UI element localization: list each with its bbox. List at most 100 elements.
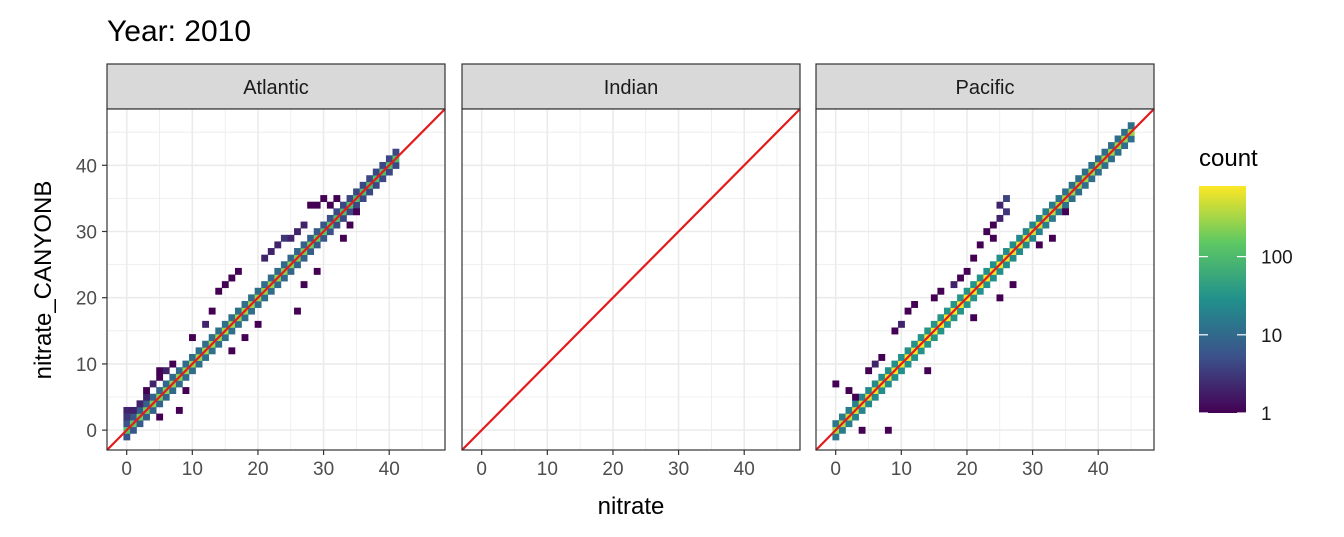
bin-cell <box>333 221 341 229</box>
bin-cell <box>996 254 1004 262</box>
bin-cell <box>1114 135 1122 143</box>
bin-cell <box>175 406 183 414</box>
bin-cell <box>930 320 938 328</box>
bin-cell <box>182 373 190 381</box>
bin-cell <box>353 188 360 196</box>
bin-cell <box>858 426 866 434</box>
bin-cell <box>254 287 262 295</box>
y-tick-label: 10 <box>76 355 97 376</box>
bin-cell <box>333 208 341 216</box>
bin-cell <box>208 347 216 355</box>
bin-cell <box>326 228 334 236</box>
bin-cell <box>287 234 295 242</box>
bin-cell <box>215 287 223 295</box>
x-tick-label: 10 <box>537 459 558 480</box>
bin-cell <box>917 334 925 342</box>
bin-cell <box>1081 168 1089 176</box>
x-tick-label: 40 <box>379 459 400 480</box>
facet-panels: Atlantic 0 10 20 30 40 Indian 0 10 20 30 40 Pacific 0… <box>106 63 1155 480</box>
bin-cell <box>379 175 387 183</box>
bin-cell <box>294 248 301 255</box>
bin-cell <box>904 307 912 315</box>
bin-cell <box>189 367 196 375</box>
bin-cell <box>976 241 984 249</box>
bin-cell <box>156 400 164 408</box>
bin-cell <box>300 281 308 289</box>
bin-cell <box>1068 195 1076 202</box>
bin-cell <box>976 287 984 295</box>
x-axis-indian: 0 10 20 30 40 <box>476 450 755 480</box>
bin-cell <box>957 294 964 302</box>
y-tick-label: 40 <box>76 156 97 177</box>
bin-cell <box>996 267 1004 275</box>
bin-cell <box>149 393 157 401</box>
bin-cell <box>1062 188 1069 196</box>
bin-cell <box>950 281 958 289</box>
bin-cell <box>169 387 177 395</box>
bin-cell <box>891 360 899 368</box>
bin-cell <box>274 281 282 289</box>
bin-cell <box>898 320 905 328</box>
bin-cell <box>136 400 144 408</box>
bin-cell <box>904 360 912 368</box>
y-tick-label: 20 <box>76 289 97 310</box>
bin-cell <box>937 327 945 335</box>
bin-cell <box>162 367 170 375</box>
bin-cell <box>313 241 321 249</box>
bin-cell <box>162 393 170 401</box>
bin-cell <box>189 353 196 361</box>
bin-cell <box>832 433 840 441</box>
bin-cell <box>156 367 164 375</box>
bin-cell <box>228 327 236 335</box>
bin-cell <box>241 314 249 322</box>
facet-panel-indian: Indian 0 10 20 30 40 <box>461 63 801 480</box>
bin-cell <box>346 221 354 229</box>
bin-cell <box>996 294 1004 302</box>
bin-cell <box>1055 208 1063 216</box>
bin-cell <box>307 201 315 209</box>
bin-cell <box>878 387 886 395</box>
bin-cell <box>963 301 971 308</box>
bin-cell <box>1062 201 1069 209</box>
bin-cell <box>970 281 978 289</box>
bin-cell <box>385 155 393 163</box>
bin-cell <box>924 327 932 335</box>
bin-cell <box>221 334 229 342</box>
bin-cell <box>884 380 892 388</box>
bin-cell <box>1108 142 1115 150</box>
bin-cell <box>313 201 321 209</box>
bin-cell <box>353 208 360 216</box>
bin-cell <box>326 201 334 209</box>
bin-cell <box>838 413 846 421</box>
bin-cell <box>858 406 866 414</box>
y-axis-title: nitrate_CANYONB <box>30 181 57 380</box>
facet-label-atlantic: Atlantic <box>243 77 309 99</box>
bin-cell <box>943 320 951 328</box>
bin-cell <box>878 373 886 381</box>
bin-cell <box>970 254 978 262</box>
x-tick-label: 20 <box>956 459 977 480</box>
x-axis-title: nitrate <box>598 493 665 520</box>
bin-cell <box>1003 248 1010 255</box>
bin-cell <box>950 301 958 308</box>
bin-cell <box>957 274 964 282</box>
bin-cell <box>1075 188 1083 196</box>
bin-cell <box>274 241 282 249</box>
bin-cell <box>320 195 328 202</box>
bin-cell <box>976 274 984 282</box>
bin-cell <box>228 347 236 355</box>
bin-cell <box>898 353 905 361</box>
bin-cell <box>136 406 144 414</box>
bin-cell <box>313 267 321 275</box>
bin-cell <box>123 413 131 421</box>
bin-cell <box>359 195 367 202</box>
bin-cell <box>904 347 912 355</box>
bin-cell <box>884 367 892 375</box>
bin-cell <box>983 228 991 236</box>
bin-cell <box>274 267 282 275</box>
bin-cell <box>320 234 328 242</box>
bin-cell <box>339 201 347 209</box>
bin-cell <box>1101 148 1109 156</box>
bin-cell <box>871 380 879 388</box>
